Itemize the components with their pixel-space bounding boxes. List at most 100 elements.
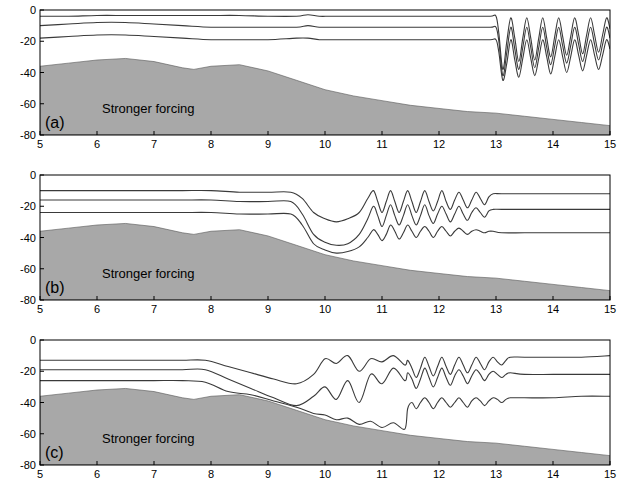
x-tick <box>553 296 554 300</box>
x-tick-label: 13 <box>490 468 502 480</box>
x-tick-label: 11 <box>376 468 387 480</box>
y-tick <box>40 402 44 403</box>
y-tick-label: -20 <box>20 200 36 212</box>
panel: 567891011121314150-20-40-60-80(a)Stronge… <box>20 4 616 150</box>
x-tick-label: 10 <box>319 138 331 150</box>
y-tick <box>40 465 44 466</box>
plot-area <box>40 355 610 465</box>
isopycnal-line <box>40 368 610 406</box>
isopycnal-line <box>40 212 610 253</box>
x-tick <box>382 131 383 135</box>
x-tick-label: 10 <box>319 303 331 315</box>
y-tick <box>40 135 44 136</box>
x-tick <box>610 131 611 135</box>
panel: 567891011121314150-20-40-60-80(b)Stronge… <box>20 169 616 315</box>
x-tick-label: 15 <box>604 468 616 480</box>
x-tick-label: 11 <box>376 303 387 315</box>
x-tick <box>610 296 611 300</box>
x-tick <box>154 296 155 300</box>
x-tick <box>154 461 155 465</box>
y-tick-label: -20 <box>20 365 36 377</box>
y-tick <box>40 268 44 269</box>
x-tick-label: 6 <box>94 138 100 150</box>
x-tick-label: 12 <box>433 303 445 315</box>
x-tick-label: 5 <box>37 468 43 480</box>
bathymetry-area <box>40 58 610 135</box>
annotation: Stronger forcing <box>102 431 195 446</box>
y-tick-label: -80 <box>20 294 36 306</box>
x-tick-label: 14 <box>547 138 559 150</box>
x-tick-label: 9 <box>265 468 271 480</box>
annotation: Stronger forcing <box>102 101 195 116</box>
x-tick-label: 5 <box>37 138 43 150</box>
x-tick <box>325 296 326 300</box>
x-tick-label: 13 <box>490 303 502 315</box>
x-tick-label: 7 <box>151 138 157 150</box>
isopycnal-line <box>40 200 610 246</box>
x-tick-label: 8 <box>208 138 214 150</box>
x-tick <box>211 461 212 465</box>
x-tick <box>439 461 440 465</box>
plot-area <box>40 191 610 300</box>
y-tick-label: -80 <box>20 459 36 471</box>
y-tick-label: -60 <box>20 428 36 440</box>
x-tick <box>610 461 611 465</box>
panel: 567891011121314150-20-40-60-80(c)Stronge… <box>20 334 616 480</box>
y-tick <box>40 433 44 434</box>
x-tick-label: 14 <box>547 468 559 480</box>
x-tick <box>496 131 497 135</box>
y-tick <box>40 41 44 42</box>
x-tick <box>553 131 554 135</box>
y-tick-label: -60 <box>20 98 36 110</box>
x-tick-label: 8 <box>208 468 214 480</box>
x-tick <box>439 131 440 135</box>
plot-area <box>40 15 610 135</box>
y-tick-label: -40 <box>20 67 36 79</box>
y-tick-label: 0 <box>30 334 36 346</box>
x-tick-label: 10 <box>319 468 331 480</box>
x-tick-label: 9 <box>265 303 271 315</box>
y-tick <box>40 371 44 372</box>
panel-label: (b) <box>45 279 65 296</box>
y-tick <box>40 103 44 104</box>
x-tick-label: 7 <box>151 468 157 480</box>
x-tick-label: 12 <box>433 138 445 150</box>
x-tick-label: 7 <box>151 303 157 315</box>
bathymetry-area <box>40 223 610 300</box>
x-tick <box>40 131 41 135</box>
y-tick-label: -40 <box>20 397 36 409</box>
x-tick <box>40 296 41 300</box>
plot-frame <box>40 175 610 300</box>
y-tick-label: -60 <box>20 263 36 275</box>
y-tick <box>40 175 44 176</box>
x-tick-label: 5 <box>37 303 43 315</box>
x-tick <box>268 461 269 465</box>
y-tick <box>40 72 44 73</box>
x-tick-label: 12 <box>433 468 445 480</box>
isopycnal-line <box>40 191 610 222</box>
isopycnal-line <box>40 381 610 430</box>
x-tick-label: 15 <box>604 303 616 315</box>
x-tick <box>439 296 440 300</box>
x-tick-label: 8 <box>208 303 214 315</box>
isopycnal-line <box>40 35 610 81</box>
x-tick <box>211 131 212 135</box>
x-tick-label: 14 <box>547 303 559 315</box>
y-tick <box>40 206 44 207</box>
y-tick-label: -40 <box>20 232 36 244</box>
x-tick <box>325 461 326 465</box>
y-tick <box>40 10 44 11</box>
panel-label: (a) <box>45 114 65 131</box>
x-tick <box>268 131 269 135</box>
x-tick <box>268 296 269 300</box>
x-tick <box>325 131 326 135</box>
y-tick <box>40 237 44 238</box>
x-tick-label: 13 <box>490 138 502 150</box>
y-tick-label: -80 <box>20 129 36 141</box>
x-tick <box>40 461 41 465</box>
y-tick <box>40 340 44 341</box>
plot-frame <box>40 340 610 465</box>
y-tick-label: 0 <box>30 169 36 181</box>
x-tick-label: 6 <box>94 468 100 480</box>
figure: 5 6 7 8 9 10 11 12 13 14 15 0 -20 -40 -60 -80 (a) Stronge… <box>0 0 625 490</box>
